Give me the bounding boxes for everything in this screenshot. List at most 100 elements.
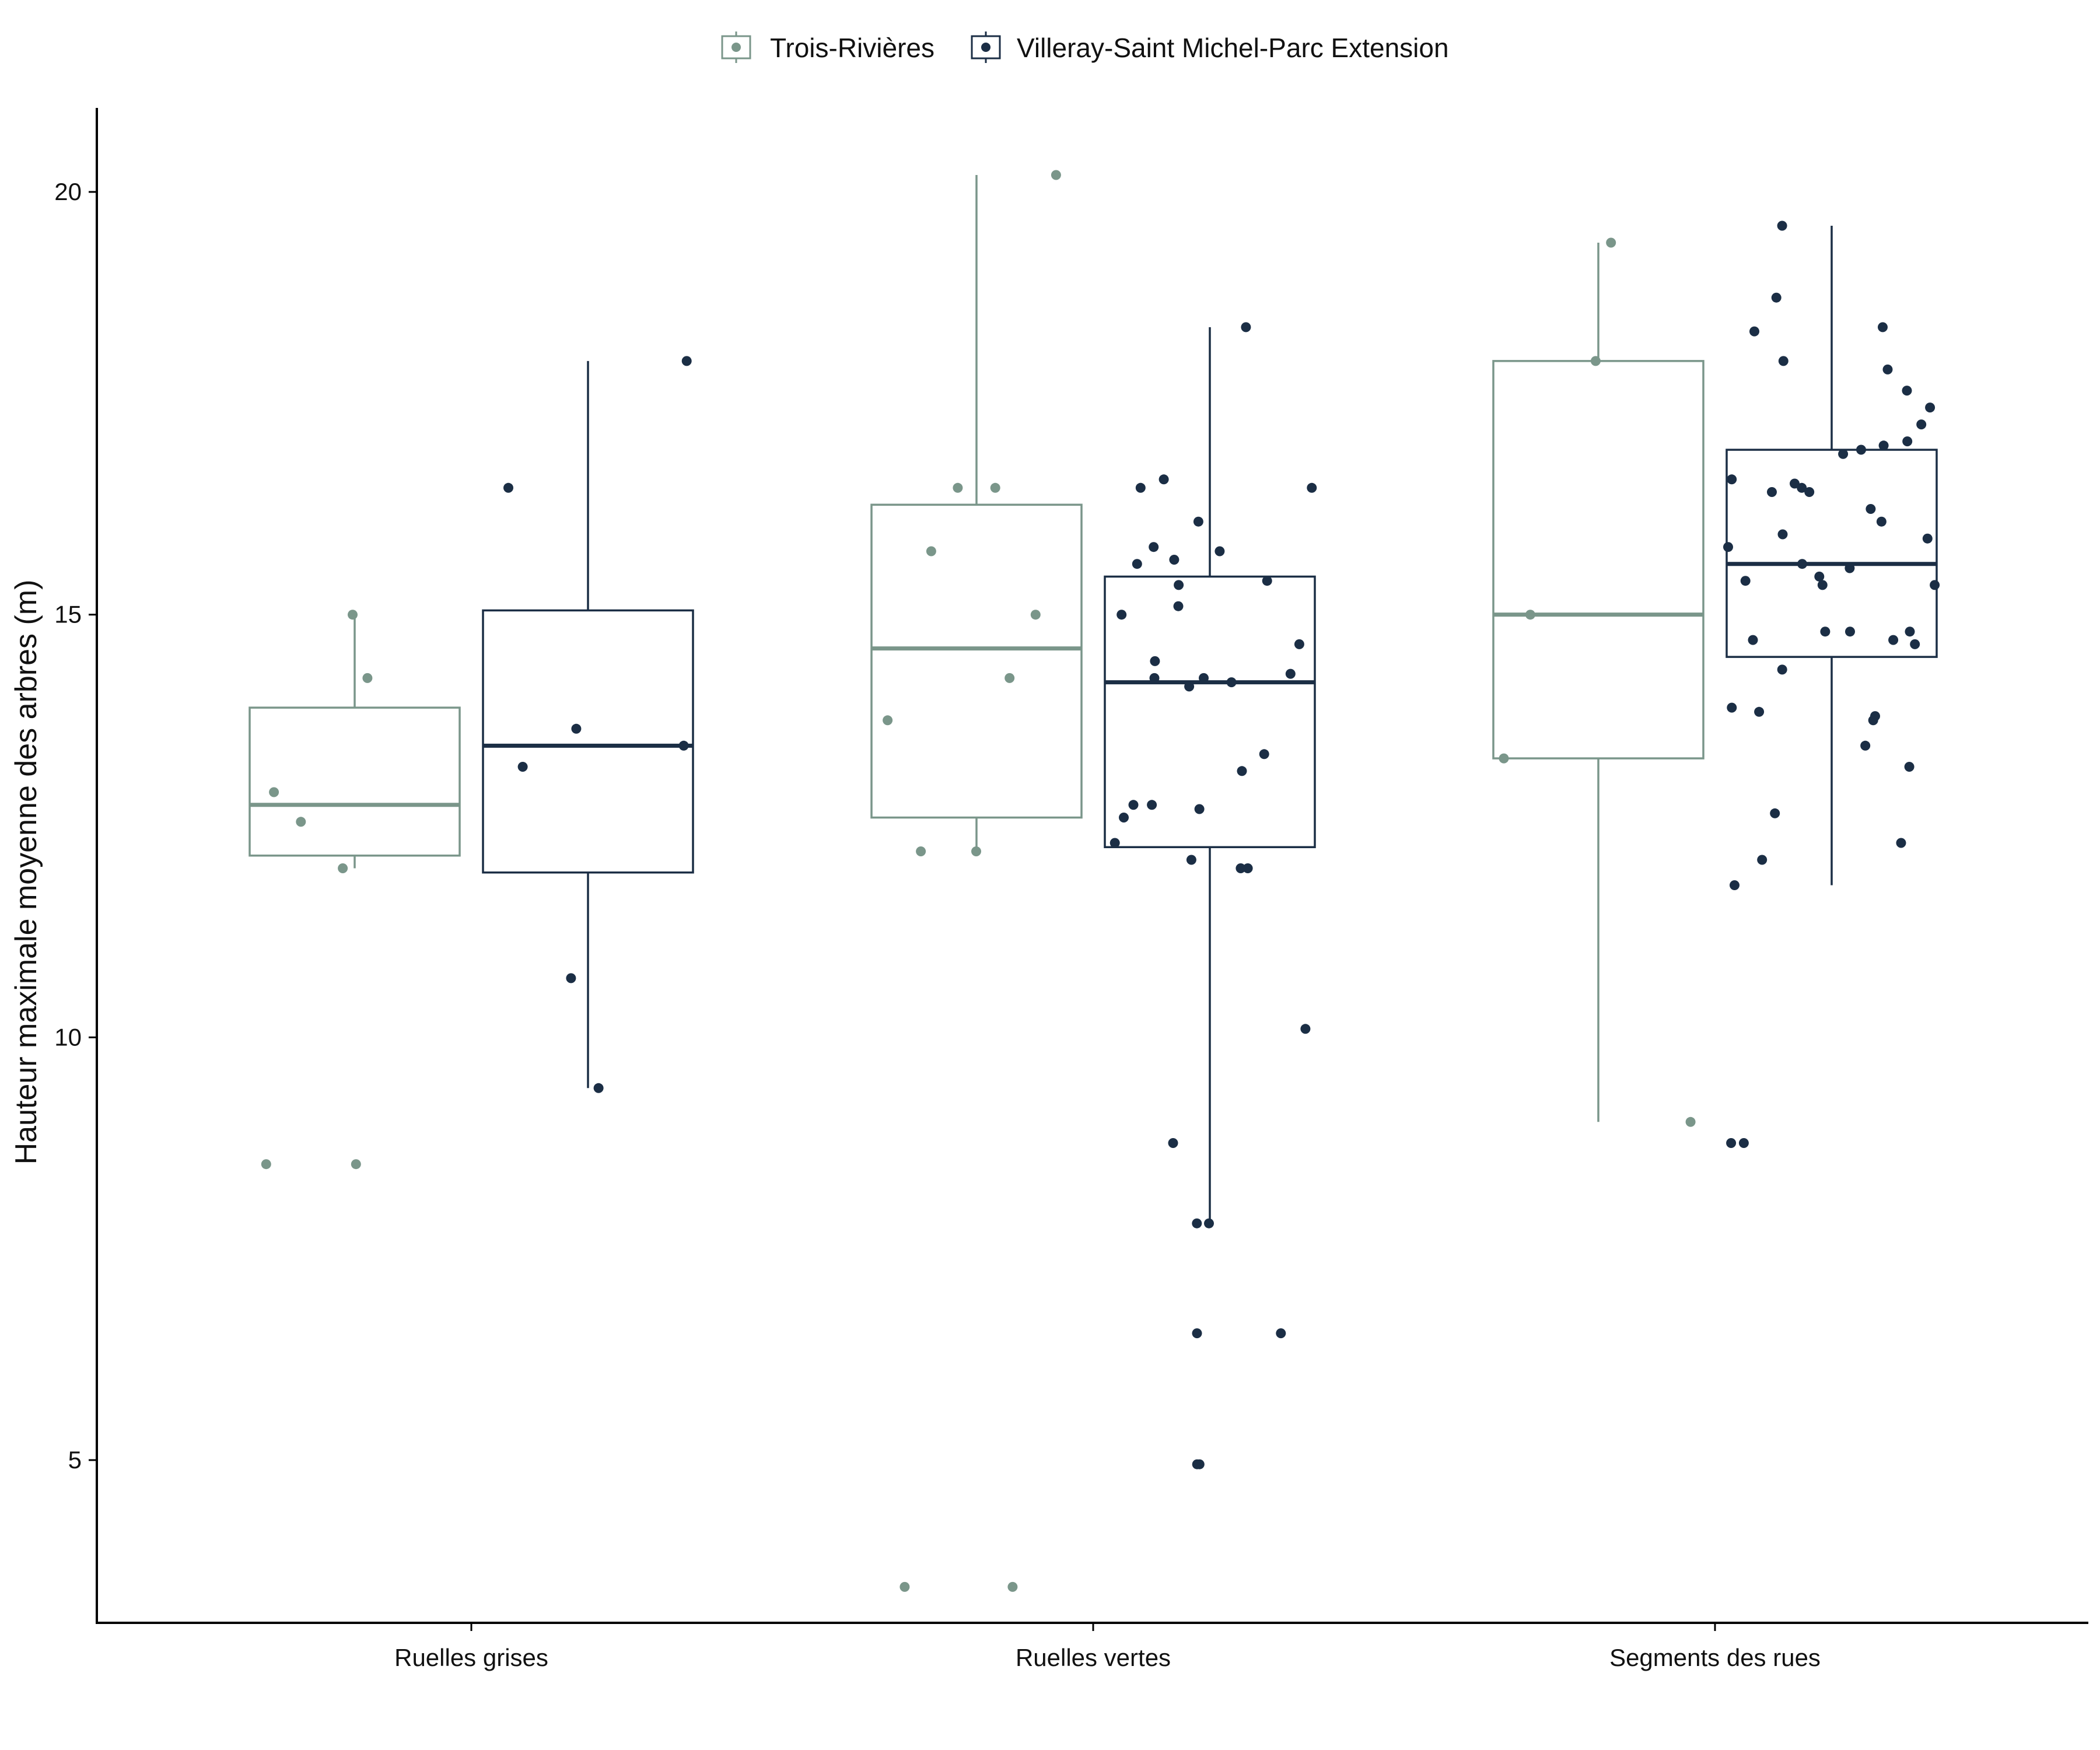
- data-point: [1749, 326, 1759, 337]
- data-point: [1866, 504, 1876, 514]
- data-point: [1051, 170, 1061, 180]
- data-point: [1778, 356, 1788, 366]
- data-point: [1797, 559, 1807, 569]
- data-point: [971, 846, 981, 856]
- data-point: [1204, 1218, 1214, 1228]
- data-point: [1904, 762, 1915, 772]
- legend: Trois-Rivières Villeray-Saint Michel-Par…: [721, 32, 1449, 63]
- data-point: [1294, 639, 1304, 649]
- data-point: [1174, 580, 1184, 590]
- data-point: [348, 610, 358, 620]
- box-1-1: [1104, 327, 1316, 1224]
- data-point: [1173, 601, 1184, 611]
- box-rect: [1104, 575, 1316, 848]
- data-point: [1740, 576, 1751, 586]
- box-rect: [482, 609, 694, 874]
- data-point: [1770, 808, 1780, 818]
- data-point: [261, 1159, 271, 1170]
- data-point: [1777, 664, 1787, 675]
- data-point: [1193, 516, 1203, 527]
- data-point: [916, 846, 926, 856]
- data-point: [1525, 610, 1535, 620]
- y-tick-label: 15: [54, 601, 82, 628]
- data-point: [1005, 673, 1015, 683]
- data-point: [1730, 880, 1740, 890]
- data-point: [338, 863, 348, 873]
- data-point: [1606, 237, 1616, 248]
- data-point: [1814, 571, 1825, 582]
- data-point: [1757, 855, 1768, 865]
- data-point: [1262, 576, 1272, 586]
- y-tick-label: 5: [68, 1446, 82, 1474]
- data-point: [1030, 610, 1041, 620]
- data-point: [1259, 749, 1269, 760]
- y-axis-title: Hauteur maximale moyenne des arbres (m): [9, 580, 43, 1165]
- data-point: [1158, 474, 1169, 485]
- data-point: [1754, 706, 1765, 717]
- y-tick-label: 20: [54, 178, 82, 205]
- data-point: [1888, 635, 1899, 645]
- data-point: [593, 1083, 604, 1093]
- data-point: [1902, 386, 1912, 396]
- data-point: [1685, 1116, 1696, 1127]
- data-point: [1307, 482, 1317, 493]
- data-point: [1922, 533, 1933, 544]
- data-point: [681, 356, 692, 366]
- data-point: [1845, 626, 1855, 637]
- data-point: [1790, 478, 1800, 489]
- data-point: [1168, 1138, 1178, 1148]
- data-point: [883, 715, 893, 726]
- data-point: [1169, 555, 1180, 565]
- data-point: [926, 546, 936, 556]
- data-point: [1236, 863, 1246, 873]
- data-point: [1214, 546, 1225, 556]
- legend-label-trois-rivieres: Trois-Rivières: [770, 33, 935, 63]
- data-point: [1910, 639, 1920, 649]
- data-point: [1797, 482, 1807, 493]
- data-point: [1727, 474, 1737, 485]
- data-point: [1226, 677, 1237, 688]
- x-tick-label: Ruelles grises: [394, 1644, 548, 1671]
- data-point: [1771, 292, 1782, 303]
- data-point: [1804, 487, 1815, 497]
- data-point: [1777, 220, 1787, 231]
- data-point: [1149, 673, 1160, 683]
- data-point: [1820, 626, 1831, 637]
- box-rect: [1492, 360, 1704, 760]
- data-point: [1135, 482, 1146, 493]
- data-point: [1007, 1581, 1018, 1592]
- data-point: [1116, 610, 1127, 620]
- box-1-2: [1726, 225, 1938, 886]
- data-point: [1150, 656, 1160, 666]
- data-point: [517, 762, 528, 772]
- legend-key-villeray: [971, 32, 1001, 63]
- data-point: [503, 482, 513, 493]
- data-point: [990, 482, 1000, 493]
- data-point: [1119, 813, 1129, 822]
- data-point: [1147, 800, 1157, 810]
- data-point: [296, 817, 306, 827]
- data-point: [1845, 563, 1855, 573]
- data-point: [566, 973, 576, 984]
- data-point: [1767, 487, 1777, 497]
- data-point: [1184, 681, 1195, 692]
- data-point: [571, 723, 582, 734]
- axes: [96, 108, 2088, 1624]
- data-point: [1726, 1138, 1737, 1148]
- data-point: [1817, 580, 1828, 590]
- data-point: [1192, 1459, 1202, 1469]
- data-point: [1925, 402, 1936, 413]
- data-point: [1192, 1218, 1202, 1228]
- data-point: [1748, 635, 1758, 645]
- y-tick-label: 10: [54, 1023, 82, 1051]
- data-point: [1110, 838, 1120, 848]
- data-point: [1132, 559, 1142, 569]
- x-ticks: Ruelles grises Ruelles vertes Segments des…: [394, 1623, 1821, 1671]
- data-point: [1876, 516, 1887, 527]
- box-0-2: [1492, 242, 1704, 1122]
- x-tick-label: Ruelles vertes: [1016, 1644, 1171, 1671]
- data-point: [1276, 1328, 1286, 1339]
- data-point: [1723, 542, 1733, 552]
- data-point: [1905, 626, 1915, 637]
- data-point: [900, 1581, 910, 1592]
